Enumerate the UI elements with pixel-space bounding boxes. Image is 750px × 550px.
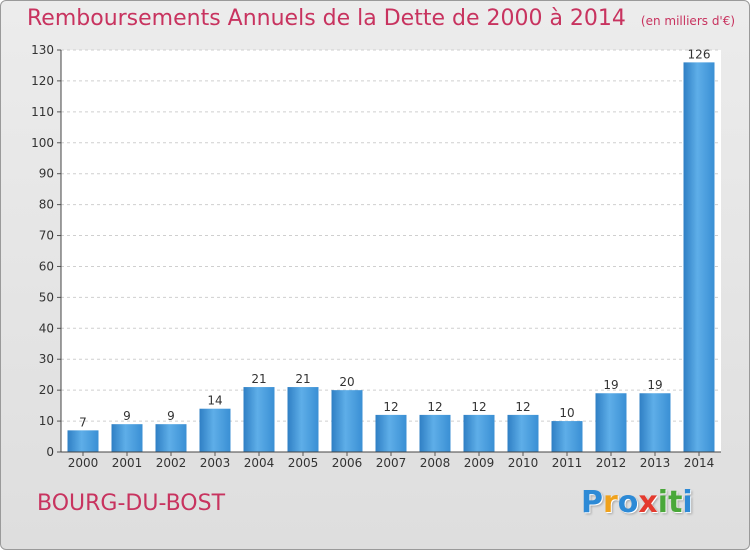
bar (331, 390, 363, 452)
y-tick-label: 20 (39, 383, 54, 397)
x-tick-label: 2011 (552, 456, 583, 470)
bar-value-label: 20 (339, 375, 354, 389)
bar (639, 393, 671, 452)
y-tick-label: 30 (39, 352, 54, 366)
y-tick-label: 110 (31, 105, 54, 119)
x-tick-label: 2006 (332, 456, 363, 470)
bar-value-label: 12 (383, 400, 398, 414)
logo-letter: r (603, 485, 618, 520)
bar-value-label: 9 (123, 409, 131, 423)
chart-subtitle: (en milliers d'€) (640, 14, 736, 28)
y-tick-label: 90 (39, 167, 54, 181)
bar (507, 414, 539, 452)
chart-title-text: Remboursements Annuels de la Dette de 20… (27, 6, 626, 31)
bar (683, 62, 715, 452)
bar (243, 387, 275, 452)
bar (67, 430, 99, 452)
bar-value-label: 19 (603, 378, 618, 392)
bar-value-label: 14 (207, 394, 222, 408)
y-tick-label: 10 (39, 414, 54, 428)
bar-value-label: 7 (79, 415, 87, 429)
bar (287, 387, 319, 452)
x-tick-label: 2002 (156, 456, 187, 470)
x-tick-label: 2010 (508, 456, 539, 470)
x-tick-label: 2003 (200, 456, 231, 470)
place-name: BOURG-DU-BOST (37, 491, 226, 516)
x-tick-label: 2005 (288, 456, 319, 470)
y-tick-label: 70 (39, 229, 54, 243)
plot-area (61, 50, 721, 452)
x-tick-label: 2012 (596, 456, 627, 470)
bar (595, 393, 627, 452)
bar (111, 424, 143, 452)
logo-letter: i (657, 485, 669, 520)
logo-letter: P (581, 485, 603, 520)
bar (199, 408, 231, 452)
y-tick-label: 0 (46, 445, 54, 459)
bar-value-label: 19 (647, 378, 662, 392)
y-tick-label: 120 (31, 74, 54, 88)
bar-value-label: 12 (427, 400, 442, 414)
bar (419, 414, 451, 452)
y-tick-label: 60 (39, 259, 54, 273)
bar (551, 421, 583, 452)
x-tick-label: 2001 (112, 456, 143, 470)
proxiti-logo: Proxiti (581, 485, 693, 520)
x-tick-label: 2000 (68, 456, 99, 470)
x-tick-label: 2013 (640, 456, 671, 470)
x-tick-label: 2008 (420, 456, 451, 470)
y-tick-label: 50 (39, 290, 54, 304)
x-tick-label: 2009 (464, 456, 495, 470)
logo-letter: x (638, 485, 658, 520)
y-tick-label: 80 (39, 198, 54, 212)
logo-letter: i (682, 485, 693, 520)
x-tick-label: 2014 (684, 456, 715, 470)
bar-value-label: 10 (559, 406, 574, 420)
bar-value-label: 21 (251, 372, 266, 386)
bar-value-label: 9 (167, 409, 175, 423)
logo-letter: t (668, 485, 683, 520)
y-tick-label: 130 (31, 43, 54, 57)
chart-title: Remboursements Annuels de la Dette de 20… (27, 6, 735, 31)
bar-value-label: 126 (688, 47, 711, 61)
x-tick-label: 2004 (244, 456, 275, 470)
bar-value-label: 12 (515, 400, 530, 414)
y-tick-label: 40 (39, 321, 54, 335)
bar (463, 414, 495, 452)
bar (375, 414, 407, 452)
bar-value-label: 12 (471, 400, 486, 414)
bar (155, 424, 187, 452)
bar-value-label: 21 (295, 372, 310, 386)
x-tick-label: 2007 (376, 456, 407, 470)
y-tick-label: 100 (31, 136, 54, 150)
logo-letter: o (617, 485, 639, 520)
